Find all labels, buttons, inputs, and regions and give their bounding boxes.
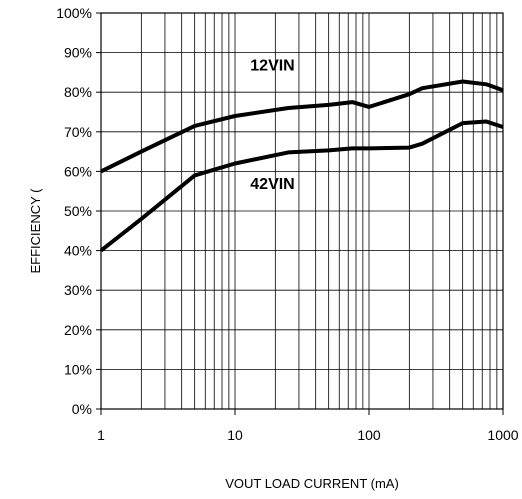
y-tick-label: 30% [64, 282, 92, 298]
y-tick-label: 80% [64, 84, 92, 100]
series-line-42vin [99, 119, 504, 253]
y-tick-label: 50% [64, 203, 92, 219]
x-axis-title: VOUT LOAD CURRENT (mA) [225, 476, 399, 491]
y-tick-label: 40% [64, 243, 92, 259]
series-label-42vin: 42VIN [250, 176, 294, 193]
x-tick-label: 100 [357, 427, 381, 443]
x-tick-label: 1 [97, 427, 105, 443]
series-line-12vin [100, 79, 504, 174]
y-tick-label: 20% [64, 322, 92, 338]
y-tick-label: 90% [64, 45, 92, 61]
y-axis-title: EFFICIENCY ( [28, 188, 43, 274]
y-tick-label: 70% [64, 124, 92, 140]
series-label-12vin: 12VIN [250, 57, 294, 74]
y-tick-label: 100% [56, 5, 92, 21]
x-tick-label: 1000 [487, 427, 518, 443]
x-tick-label: 10 [227, 427, 243, 443]
y-tick-label: 0% [72, 401, 92, 417]
y-tick-label: 60% [64, 163, 92, 179]
y-tick-label: 10% [64, 361, 92, 377]
